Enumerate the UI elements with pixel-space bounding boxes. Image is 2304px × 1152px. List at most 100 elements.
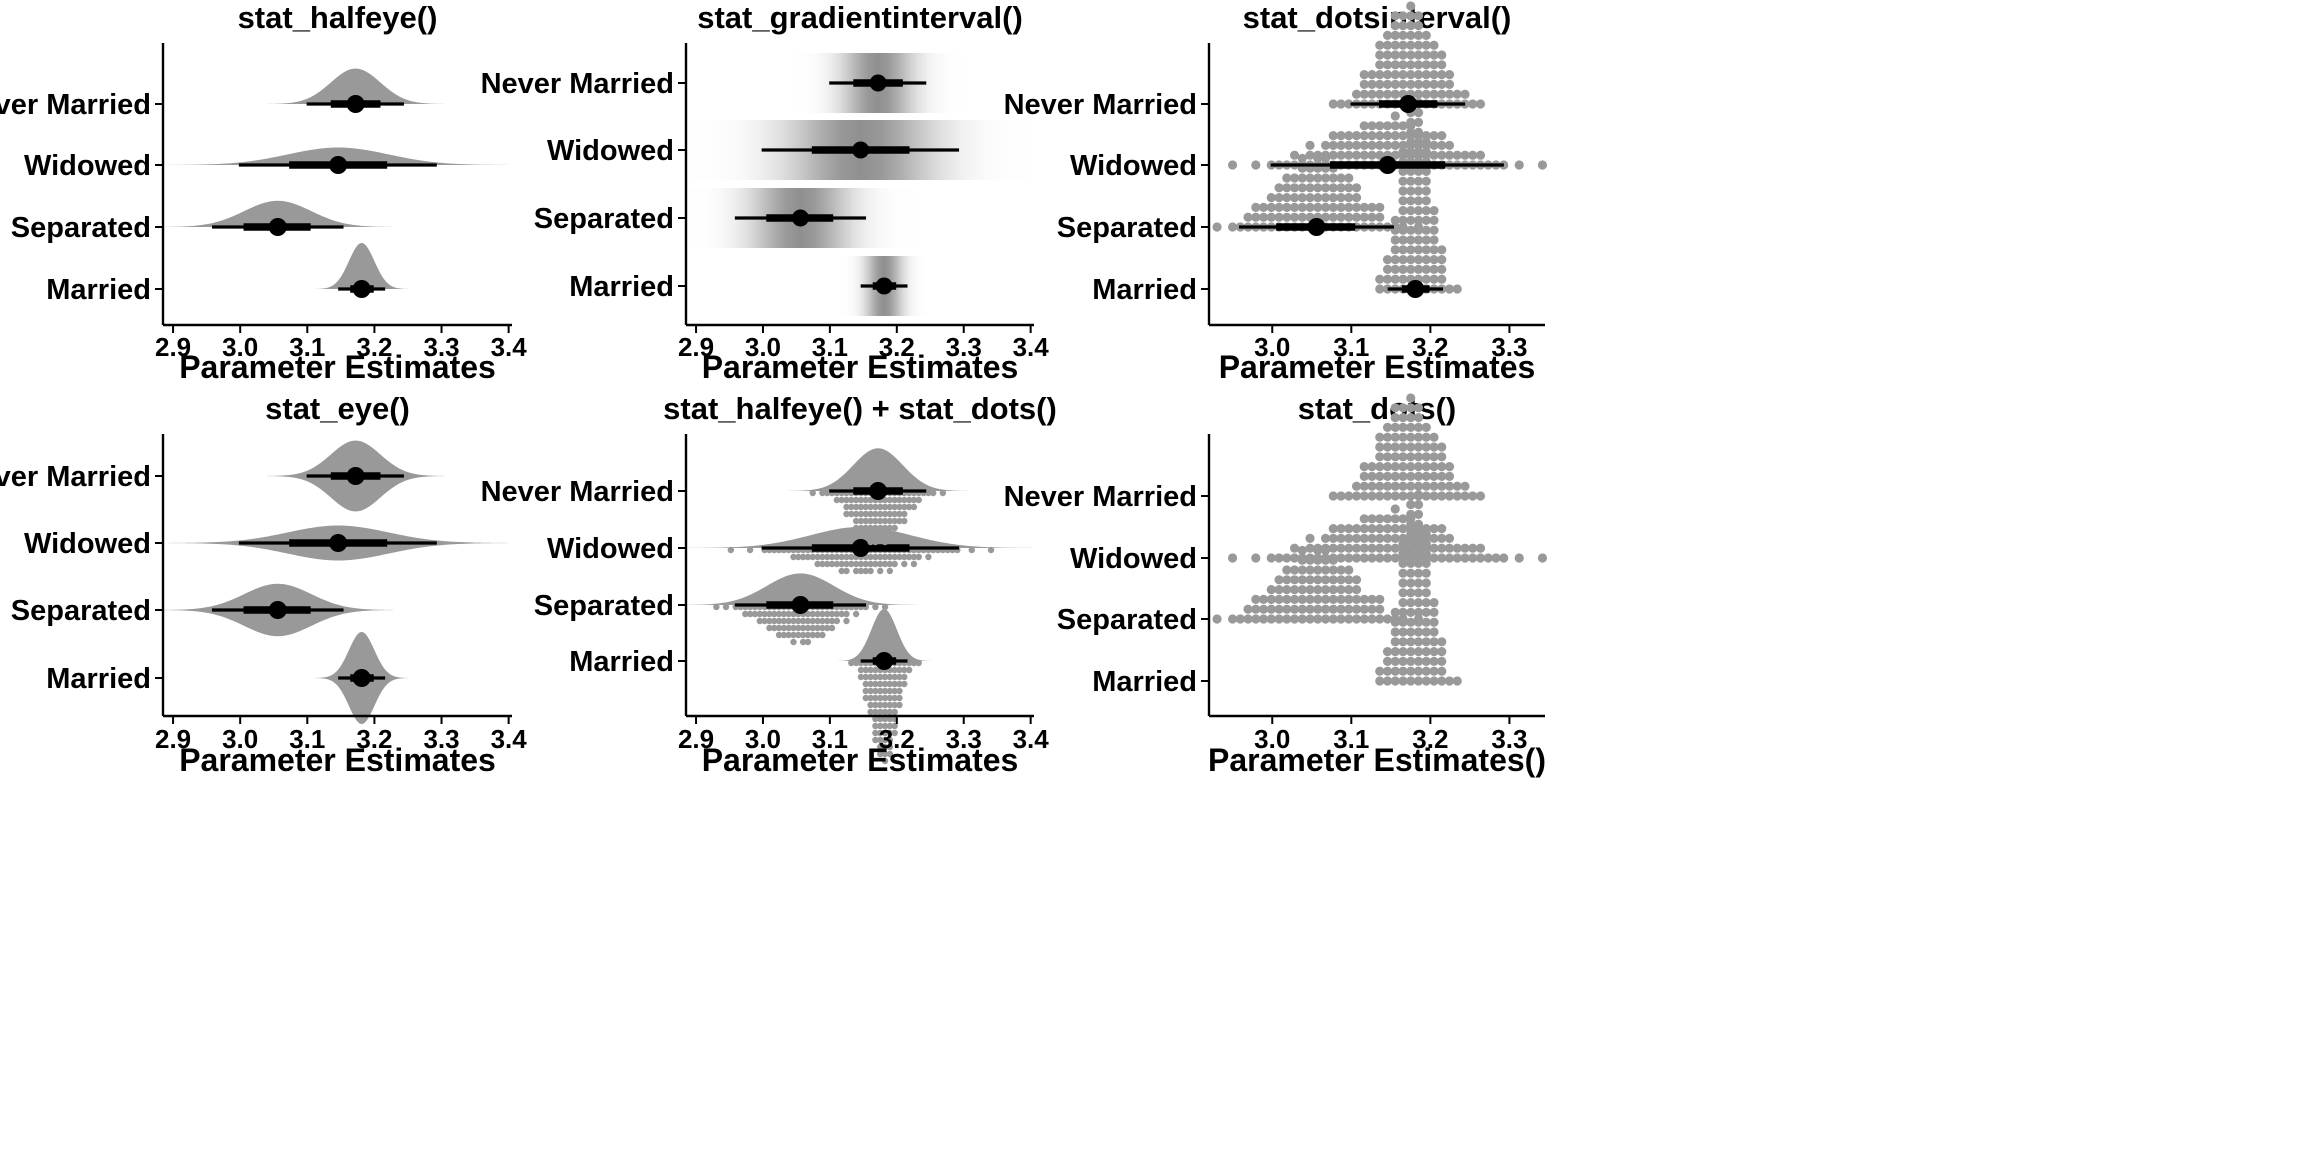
dot [1421,30,1431,40]
dot [751,610,759,618]
dot [1421,452,1431,462]
dot [814,631,821,639]
dot [1398,432,1408,442]
dot [1282,193,1292,203]
dot [881,553,889,561]
dot [881,560,889,568]
dot [1375,212,1385,222]
dot [1413,627,1424,637]
dot [1491,553,1501,563]
x-tick-label: 3.2 [879,332,915,362]
dot [814,610,821,618]
x-tick-label: 3.2 [356,724,392,754]
x-axis-title: Parameter Estimates [1219,349,1536,385]
dot [1437,543,1447,553]
dot [1421,666,1431,676]
dot [1437,70,1447,80]
dot [1406,452,1416,462]
dot [939,489,947,497]
dot [1406,514,1416,524]
dot [910,503,918,511]
dot [1336,543,1346,553]
dot [1460,491,1470,501]
dot [1413,196,1424,206]
dot [1437,60,1447,70]
dot [1382,274,1393,284]
y-tick-label: Widowed [1070,150,1197,182]
dot [1328,173,1338,183]
dot [1406,403,1416,413]
dot [886,701,894,709]
dot [1421,598,1431,608]
dot [1351,150,1362,160]
dot [1398,422,1408,432]
dot [1359,553,1369,563]
dot [891,553,898,561]
dot [804,631,812,639]
dot [1382,452,1393,462]
dot [1398,614,1408,624]
panel-p2: stat_gradientinterval() Married Separated W… [481,0,1062,385]
dot [1297,585,1307,595]
dot [987,546,995,554]
dot [1444,491,1455,501]
density-never-married [779,448,978,491]
dot [1258,604,1269,614]
dot [862,687,869,695]
dot [1351,193,1362,203]
dot [1421,255,1431,265]
dot [819,489,826,497]
dot [1429,215,1439,225]
dot [838,553,845,561]
dot [877,510,884,518]
dot [809,553,816,561]
dot [881,715,889,723]
dot [1413,578,1424,588]
dot [1398,196,1408,206]
dot [1266,553,1276,563]
dot [1429,462,1439,472]
dot [1313,585,1323,595]
dot [1367,481,1377,491]
dot [1351,202,1362,212]
dot [872,517,879,525]
dot [1398,588,1408,598]
dot [1390,215,1400,225]
dot [1313,614,1323,624]
dot [1398,11,1408,21]
dot [1313,150,1323,160]
dot [1289,585,1300,595]
dot [1382,491,1393,501]
dot [1375,676,1385,686]
dot [828,560,836,568]
dot [1475,150,1486,160]
dot [1390,89,1400,99]
dot [1398,21,1408,31]
dot [1351,604,1362,614]
y-tick-label: Never Married [0,89,151,121]
dot [1437,462,1447,472]
dot [891,694,898,702]
dot [1390,543,1400,553]
dot [1305,543,1315,553]
dot [1475,543,1486,553]
dot [843,503,850,511]
dot [1452,491,1462,501]
dot [1297,193,1307,203]
dot [1382,524,1393,534]
dot [886,750,894,758]
dot [1406,60,1416,70]
dot [872,524,879,532]
dot [1375,140,1385,150]
dot [1437,481,1447,491]
dot [1305,140,1315,150]
density-married [833,609,935,661]
dot [1274,183,1284,193]
x-tick-label: 3.1 [812,724,848,754]
dot [1390,111,1400,121]
dot [838,496,845,504]
dot [1367,604,1377,614]
dot [1344,131,1354,141]
y-tick-label: Never Married [481,68,674,100]
x-tick-label: 3.0 [222,332,258,362]
